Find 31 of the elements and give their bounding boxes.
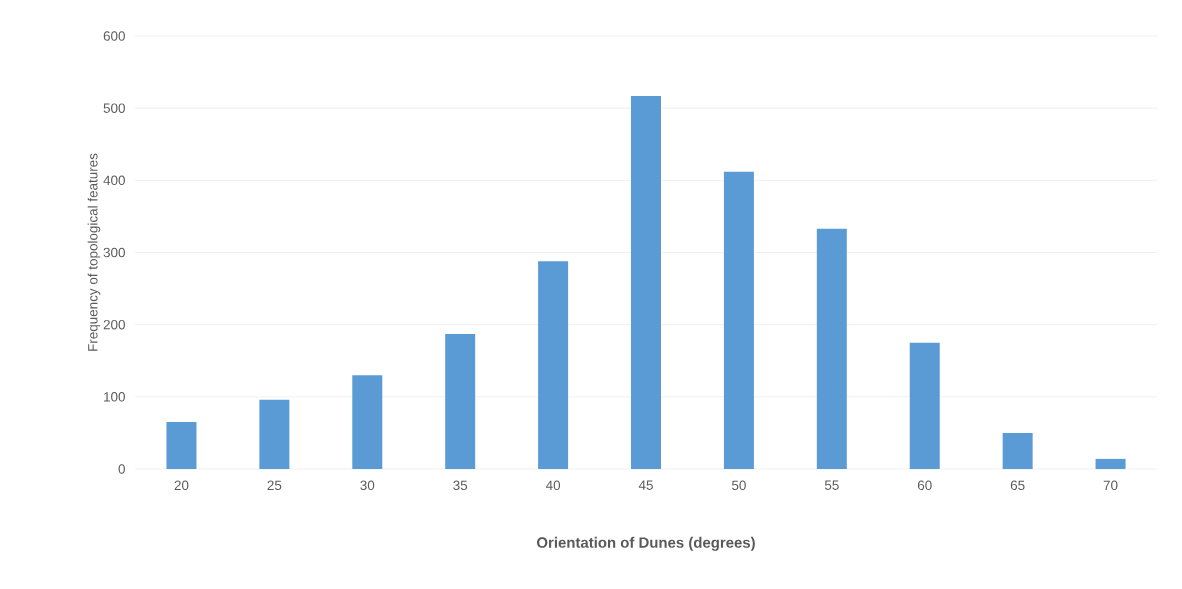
bar xyxy=(816,228,847,469)
bar xyxy=(352,375,383,469)
bar xyxy=(538,261,569,469)
bar xyxy=(166,422,197,469)
y-tick-label: 500 xyxy=(103,103,125,113)
bar xyxy=(723,171,754,469)
x-tick-label: 30 xyxy=(360,480,375,491)
bar xyxy=(631,95,662,469)
x-tick-label: 65 xyxy=(1010,480,1025,491)
x-tick-label: 60 xyxy=(917,480,932,491)
y-axis-title: Frequency of topological features xyxy=(87,153,101,351)
x-tick-label: 45 xyxy=(638,480,653,490)
x-axis-title: Orientation of Dunes (degrees) xyxy=(537,536,755,551)
y-tick-label: 600 xyxy=(103,31,125,41)
x-tick-label: 25 xyxy=(267,480,282,491)
bar xyxy=(259,399,290,469)
x-tick-label: 70 xyxy=(1103,480,1118,491)
y-tick-label: 200 xyxy=(103,319,125,330)
y-tick-label: 400 xyxy=(103,175,125,186)
x-tick-label: 20 xyxy=(174,480,189,491)
y-tick-label: 300 xyxy=(103,247,125,258)
bar xyxy=(1002,432,1033,469)
y-tick-label: 0 xyxy=(118,464,125,474)
y-tick-label: 100 xyxy=(104,392,125,402)
x-tick-label: 55 xyxy=(824,480,839,490)
bar xyxy=(445,334,476,469)
x-tick-label: 50 xyxy=(731,480,746,491)
bar xyxy=(1095,458,1126,469)
bar xyxy=(909,342,940,469)
x-tick-label: 40 xyxy=(545,480,561,491)
x-tick-label: 35 xyxy=(453,480,468,491)
